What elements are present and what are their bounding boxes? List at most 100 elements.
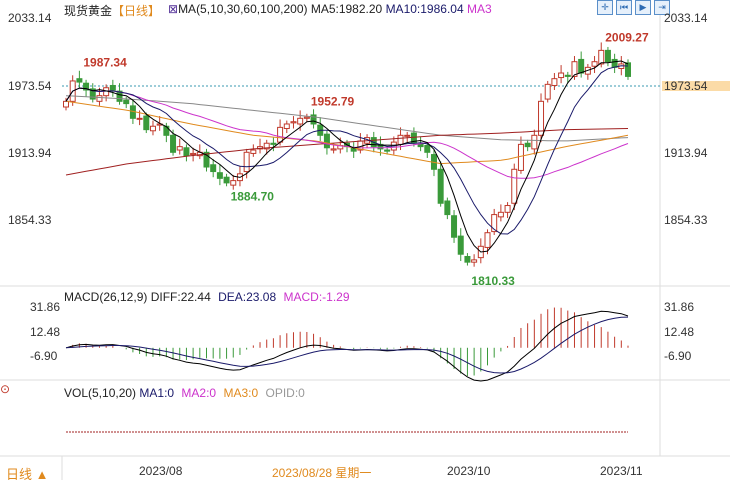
candle-body xyxy=(397,134,404,145)
candle-body xyxy=(564,74,571,77)
date-tick: 2023/10 xyxy=(447,464,491,478)
step-back-icon[interactable]: ⏮ xyxy=(616,0,632,15)
candle-body xyxy=(243,151,250,173)
candle-body xyxy=(611,58,618,68)
candle-body xyxy=(558,72,565,79)
candle-body xyxy=(404,134,411,137)
candle-body xyxy=(123,99,130,105)
candle-body xyxy=(551,78,558,86)
date-tick: 2023/11 xyxy=(600,464,643,478)
ma3-value: MA3 xyxy=(466,2,492,16)
price-tick: 2033.14 xyxy=(8,11,52,25)
candle-body xyxy=(216,172,223,179)
vol-opid: OPID:0 xyxy=(265,386,305,400)
candle-body xyxy=(109,84,116,91)
candle-body xyxy=(96,95,103,102)
macd-legend: MACD(26,12,9) DIFF:22.44 DEA:23.08 MACD:… xyxy=(64,290,350,304)
vol-params: VOL(5,10,20) xyxy=(64,386,137,400)
candle-body xyxy=(89,88,96,100)
candle-body xyxy=(310,114,317,125)
ma-label[interactable]: ⊠MA(5,10,30,60,100,200) MA5:1982.20 MA10… xyxy=(168,2,492,16)
candle-body xyxy=(517,143,524,171)
ma-icon: ⊠ xyxy=(168,2,179,16)
cursor-date: 2023/08/28 星期一 xyxy=(272,466,372,480)
candle-body xyxy=(524,142,531,148)
macd-tick-right: 12.48 xyxy=(664,325,695,339)
candle-body xyxy=(76,78,83,83)
macd-tick: 12.48 xyxy=(30,325,61,339)
candle-body xyxy=(143,115,150,131)
triangle-up-icon: ▲ xyxy=(35,467,49,480)
candle-body xyxy=(625,62,631,77)
price-tick-right: 1854.33 xyxy=(664,213,708,227)
candle-body xyxy=(531,134,538,150)
candle-body xyxy=(444,200,451,216)
macd-value: MACD:-1.29 xyxy=(283,290,350,304)
macd-tick: 31.86 xyxy=(30,300,61,314)
candle-body xyxy=(544,83,551,100)
diff-line xyxy=(65,310,629,382)
candle-body xyxy=(149,125,156,132)
candle-body xyxy=(330,148,337,151)
exit-icon[interactable]: ⇥ xyxy=(654,0,670,15)
crosshair-icon[interactable]: ✛ xyxy=(597,0,613,15)
candle-body xyxy=(538,100,545,136)
instrument-title: 现货黄金 xyxy=(64,4,113,18)
candle-body xyxy=(511,168,518,204)
candle-body xyxy=(417,143,424,148)
diff-value: DIFF:22.44 xyxy=(150,290,211,304)
period-switch[interactable]: 日线 ▲ xyxy=(6,464,49,480)
vol-ma2: MA2:0 xyxy=(181,386,217,400)
candle-body xyxy=(116,90,123,102)
date-tick: 2023/08 xyxy=(139,464,183,478)
candle-body xyxy=(176,146,183,151)
ma100-line xyxy=(65,128,629,176)
candle-body xyxy=(571,61,578,77)
candle-body xyxy=(210,164,217,173)
macd-tick: -6.90 xyxy=(30,349,58,363)
vol-ma3: MA3:0 xyxy=(223,386,259,400)
candle-body xyxy=(270,142,277,145)
period-label[interactable]: 【日线】 xyxy=(112,4,161,18)
ma200-line xyxy=(65,95,629,142)
vol-legend: VOL(5,10,20) MA1:0 MA2:0 MA3:0 OPID:0 xyxy=(64,386,305,400)
price-tick: 1854.33 xyxy=(8,213,52,227)
dea-line xyxy=(65,316,629,374)
play-icon[interactable]: ▶ xyxy=(635,0,651,15)
candle-body xyxy=(290,121,297,124)
candle-body xyxy=(263,142,270,150)
candle-body xyxy=(504,205,511,213)
candle-body xyxy=(484,232,491,248)
price-tick-right: 1973.54 xyxy=(664,79,708,93)
candle-body xyxy=(297,117,304,125)
price-annotation: 1810.33 xyxy=(471,274,515,288)
candle-body xyxy=(598,49,605,65)
ma10-value: MA10:1986.04 xyxy=(385,2,464,16)
macd-tick-right: -6.90 xyxy=(664,349,692,363)
price-tick: 1913.94 xyxy=(8,146,52,160)
candle-body xyxy=(491,214,498,233)
price-tick: 1973.54 xyxy=(8,79,52,93)
candle-body xyxy=(437,168,444,204)
price-annotation: 1884.70 xyxy=(231,190,275,204)
ma10-line xyxy=(65,65,629,235)
period-switch-label: 日线 xyxy=(6,467,33,480)
price-annotation: 1952.79 xyxy=(311,95,355,109)
candle-body xyxy=(183,147,190,157)
candle-body xyxy=(163,125,170,136)
current-price-marker xyxy=(662,81,730,91)
candle-body xyxy=(323,133,330,149)
candle-body xyxy=(190,152,197,156)
settings-icon[interactable]: ⊙ xyxy=(0,382,11,396)
candle-body xyxy=(457,235,464,255)
candle-body xyxy=(250,149,257,154)
candle-body xyxy=(464,255,471,263)
price-annotation: 1987.34 xyxy=(83,55,127,69)
dea-value: DEA:23.08 xyxy=(218,290,277,304)
candle-body xyxy=(277,126,284,143)
candle-body xyxy=(384,149,391,152)
price-annotation: 2009.27 xyxy=(605,31,649,45)
ma5-value: MA5:1982.20 xyxy=(310,2,383,16)
